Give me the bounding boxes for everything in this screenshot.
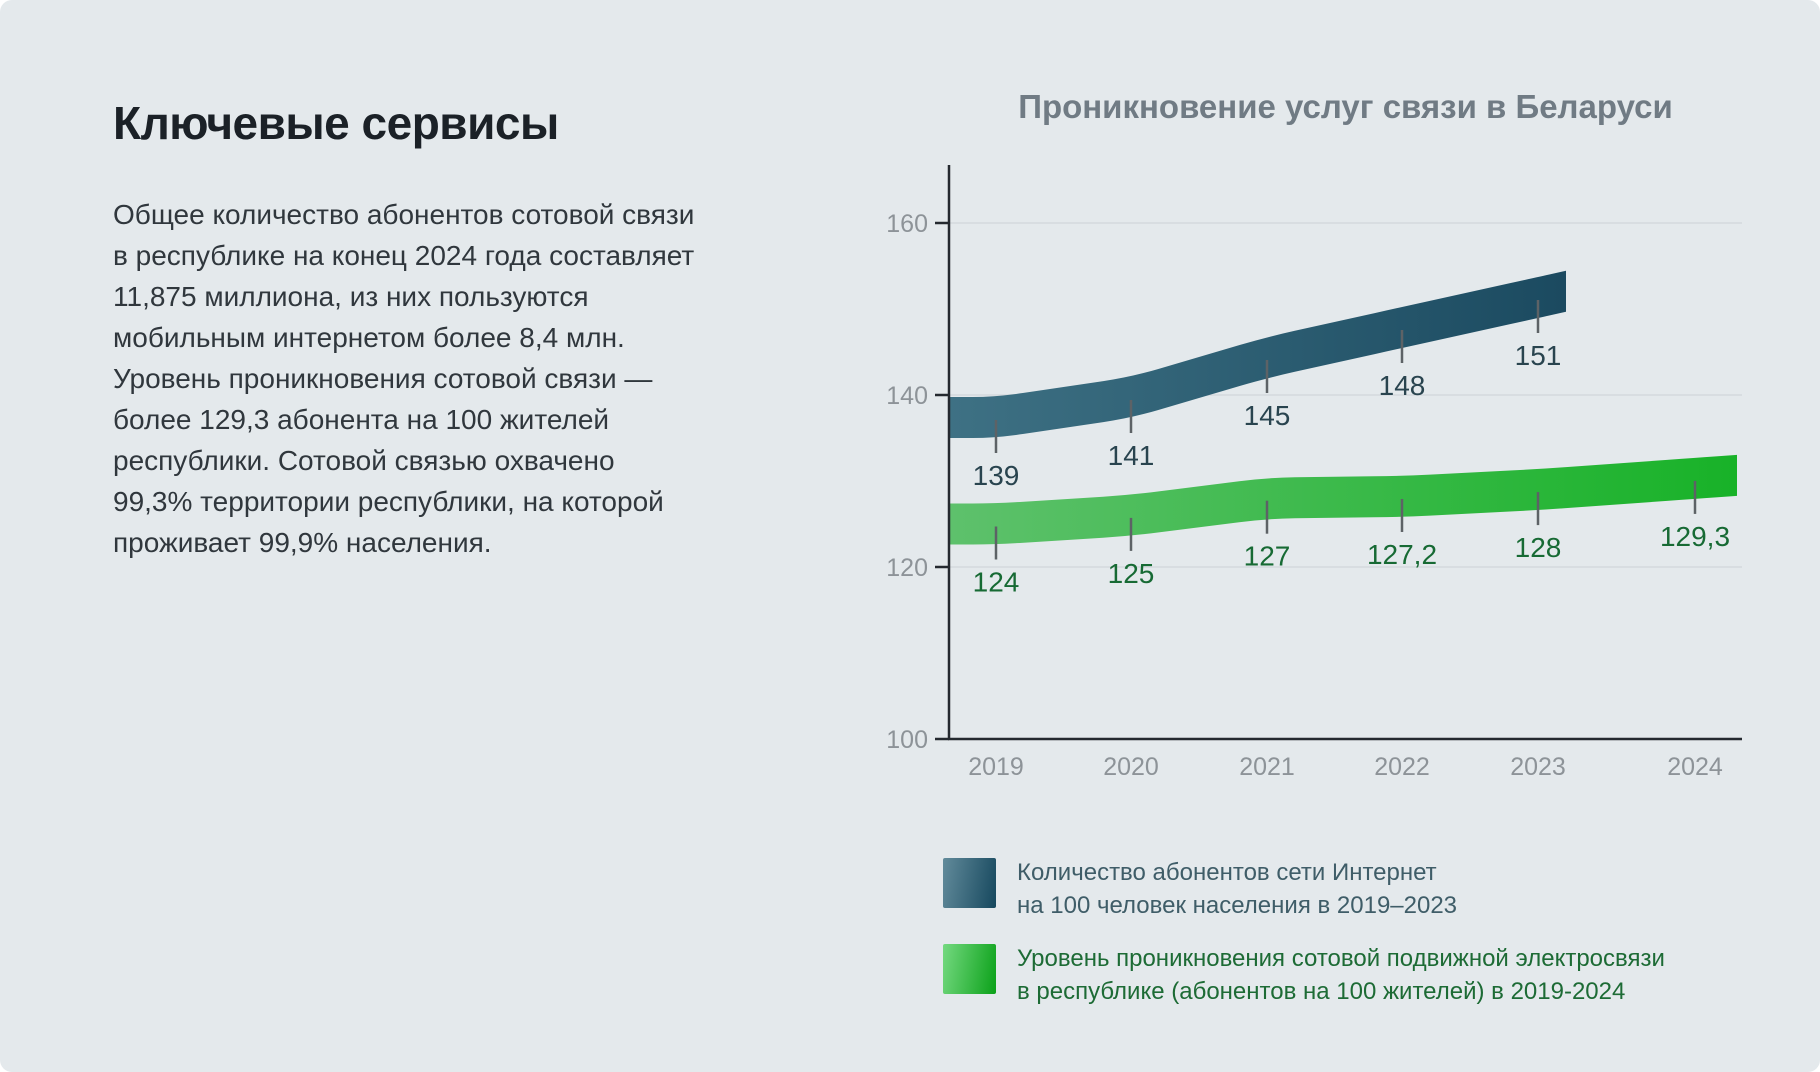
x-axis-label: 2022 (1374, 753, 1430, 781)
intro-line: проживает 99,9% населения. (113, 527, 492, 558)
value-label: 141 (1108, 440, 1155, 471)
intro-line: 99,3% территории республики, на которой (113, 486, 664, 517)
y-axis-label: 140 (886, 382, 928, 410)
value-label: 148 (1379, 370, 1426, 401)
legend-label-line: Уровень проникновения сотовой подвижной … (1017, 945, 1665, 972)
legend-label-mobile: Уровень проникновения сотовой подвижной … (1017, 942, 1677, 1008)
legend-label-line: Количество абонентов сети Интернет (1017, 859, 1437, 886)
value-label: 145 (1244, 400, 1291, 431)
legend-swatch-internet (943, 858, 996, 908)
intro-line: Общее количество абонентов сотовой связи (113, 199, 695, 230)
value-label: 129,3 (1660, 521, 1730, 552)
value-label: 127,2 (1367, 539, 1437, 570)
intro-line: Уровень проникновения сотовой связи — (113, 363, 653, 394)
page-title: Ключевые сервисы (113, 97, 559, 149)
left-panel: Ключевые сервисы Общее количество абонен… (113, 96, 753, 563)
legend-label-internet: Количество абонентов сети Интернет на 10… (1017, 856, 1677, 922)
chart-title: Проникновение услуг связи в Беларуси (1018, 88, 1673, 125)
x-axis-label: 2019 (968, 753, 1024, 781)
intro-line: в республике на конец 2024 года составля… (113, 240, 695, 271)
x-axis-label: 2024 (1667, 753, 1723, 781)
value-label: 124 (973, 567, 1020, 598)
value-label: 139 (973, 460, 1020, 491)
value-label: 127 (1244, 541, 1291, 572)
intro-paragraph: Общее количество абонентов сотовой связи… (113, 194, 753, 563)
intro-line: республики. Сотовой связью охвачено (113, 445, 615, 476)
legend-label-line: в республике (абонентов на 100 жителей) … (1017, 978, 1626, 1005)
y-axis-label: 160 (886, 210, 928, 238)
x-axis-label: 2023 (1510, 753, 1566, 781)
value-label: 128 (1515, 532, 1562, 563)
intro-line: мобильным интернетом более 8,4 млн. (113, 322, 625, 353)
y-axis-label: 100 (886, 726, 928, 754)
intro-line: 11,875 миллиона, из них пользуются (113, 281, 589, 312)
series-band-internet (949, 270, 1566, 438)
value-label: 151 (1515, 340, 1562, 371)
value-label: 125 (1108, 558, 1155, 589)
legend-label-line: на 100 человек населения в 2019–2023 (1017, 892, 1458, 919)
series-band-mobile (949, 454, 1737, 545)
x-axis-label: 2021 (1239, 753, 1295, 781)
legend-swatch-mobile (943, 944, 996, 994)
y-axis-label: 120 (886, 554, 928, 582)
intro-line: более 129,3 абонента на 100 жителей (113, 404, 610, 435)
x-axis-label: 2020 (1103, 753, 1159, 781)
